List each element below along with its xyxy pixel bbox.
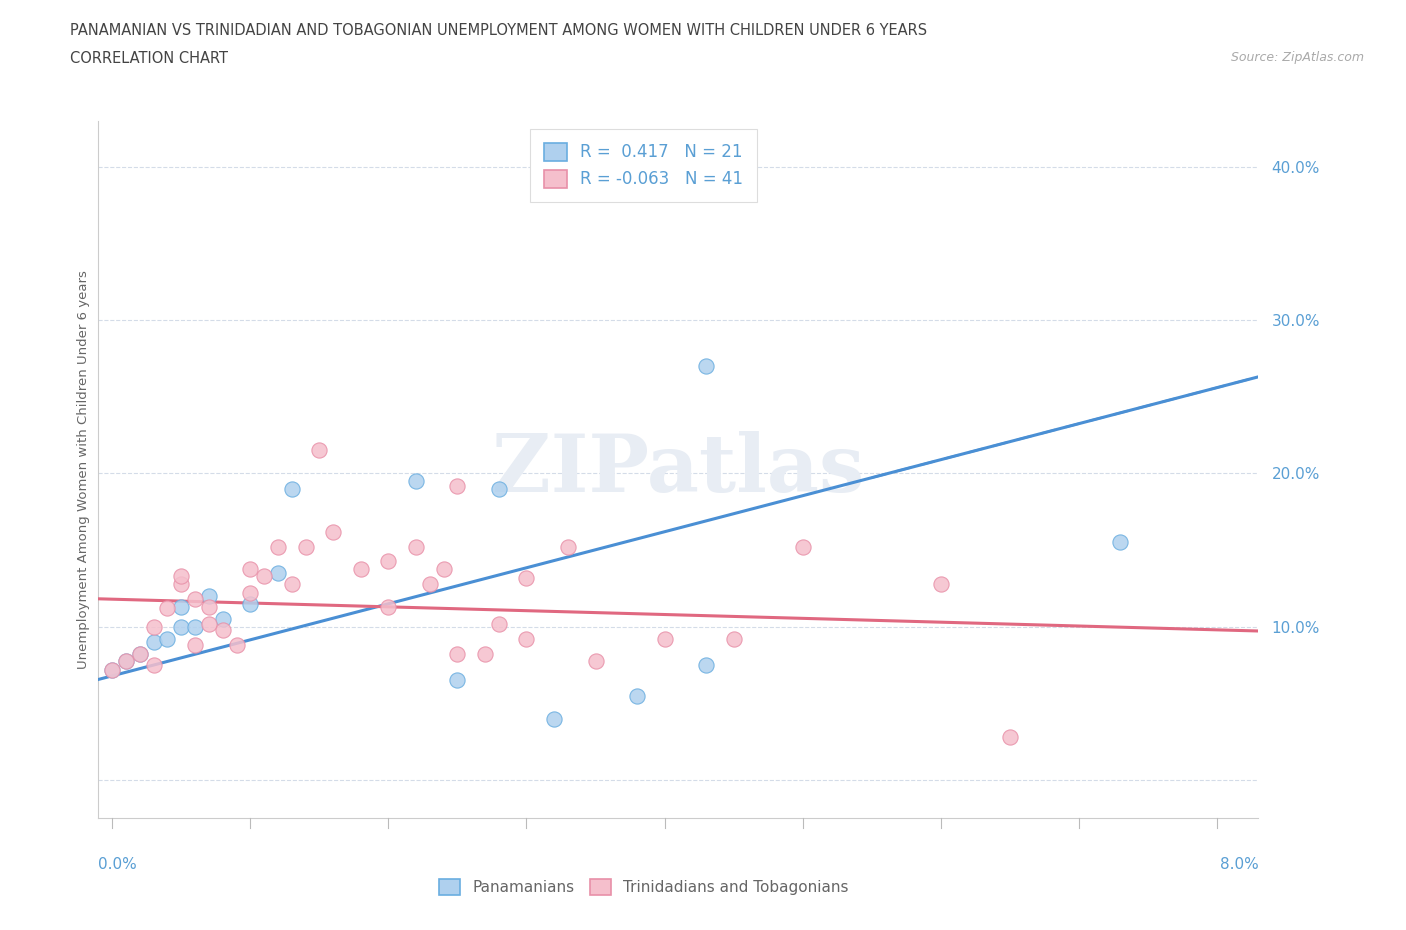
Point — [322, 525, 344, 539]
Point — [294, 539, 316, 554]
Point — [267, 539, 290, 554]
Text: PANAMANIAN VS TRINIDADIAN AND TOBAGONIAN UNEMPLOYMENT AMONG WOMEN WITH CHILDREN : PANAMANIAN VS TRINIDADIAN AND TOBAGONIAN… — [70, 23, 928, 38]
Point — [350, 561, 373, 576]
Point — [267, 565, 290, 580]
Point — [281, 482, 304, 497]
Point — [184, 591, 207, 606]
Point — [115, 653, 138, 668]
Point — [792, 539, 814, 554]
Point — [128, 647, 150, 662]
Point — [142, 619, 165, 634]
Point — [1109, 535, 1132, 550]
Point — [515, 631, 537, 646]
Point — [998, 730, 1021, 745]
Point — [377, 553, 399, 568]
Point — [198, 589, 221, 604]
Point — [377, 600, 399, 615]
Point — [239, 561, 262, 576]
Point — [142, 658, 165, 672]
Point — [433, 561, 456, 576]
Point — [446, 478, 468, 493]
Point — [101, 662, 124, 677]
Text: Source: ZipAtlas.com: Source: ZipAtlas.com — [1230, 51, 1364, 64]
Y-axis label: Unemployment Among Women with Children Under 6 years: Unemployment Among Women with Children U… — [77, 271, 90, 669]
Point — [695, 658, 717, 672]
Point — [405, 473, 427, 488]
Point — [170, 600, 193, 615]
Point — [211, 612, 233, 627]
Point — [488, 482, 510, 497]
Point — [543, 711, 565, 726]
Point — [626, 688, 648, 703]
Point — [695, 359, 717, 374]
Point — [929, 577, 952, 591]
Point — [198, 600, 221, 615]
Point — [101, 662, 124, 677]
Text: 0.0%: 0.0% — [98, 857, 138, 872]
Point — [239, 596, 262, 611]
Point — [184, 619, 207, 634]
Point — [225, 638, 247, 653]
Point — [474, 647, 496, 662]
Point — [170, 619, 193, 634]
Text: CORRELATION CHART: CORRELATION CHART — [70, 51, 228, 66]
Point — [170, 577, 193, 591]
Point — [488, 617, 510, 631]
Legend: Panamanians, Trinidadians and Tobagonians: Panamanians, Trinidadians and Tobagonian… — [433, 872, 855, 901]
Point — [515, 570, 537, 585]
Point — [170, 569, 193, 584]
Point — [281, 577, 304, 591]
Point — [405, 539, 427, 554]
Point — [723, 631, 745, 646]
Point — [156, 631, 179, 646]
Text: ZIPatlas: ZIPatlas — [492, 431, 865, 509]
Point — [156, 601, 179, 616]
Point — [115, 653, 138, 668]
Point — [142, 634, 165, 649]
Point — [308, 443, 330, 458]
Point — [446, 673, 468, 688]
Point — [585, 653, 607, 668]
Point — [198, 617, 221, 631]
Point — [211, 622, 233, 637]
Point — [419, 577, 441, 591]
Point — [184, 638, 207, 653]
Point — [557, 539, 579, 554]
Point — [239, 586, 262, 601]
Point — [253, 569, 276, 584]
Point — [128, 647, 150, 662]
Text: 8.0%: 8.0% — [1219, 857, 1258, 872]
Point — [654, 631, 676, 646]
Point — [446, 647, 468, 662]
